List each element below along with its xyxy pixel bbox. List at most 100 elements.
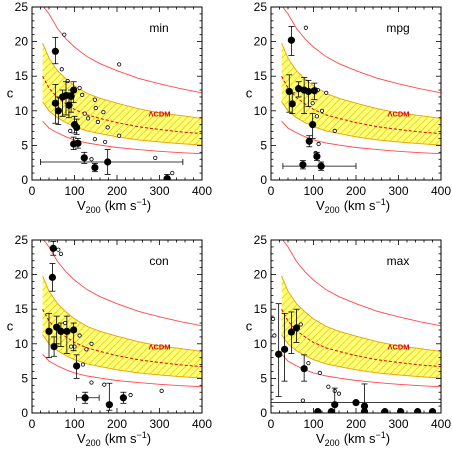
x-tick-label: 300 (149, 417, 169, 431)
x-axis-label-units: (km s (105, 198, 137, 213)
lcdm-median-line (281, 75, 441, 135)
open-data-point (324, 90, 329, 95)
x-axis-label-sub: 200 (325, 205, 340, 215)
lcdm-1sigma-upper-edge (42, 42, 202, 119)
x-axis-label: V200 (km s−1) (316, 430, 390, 447)
y-tick-label: 5 (21, 371, 28, 385)
open-data-point (336, 391, 342, 396)
y-tick-label: 10 (254, 337, 268, 351)
filled-data-point (310, 87, 318, 95)
open-data-point (93, 105, 98, 111)
y-tick-label: 15 (15, 69, 29, 83)
filled-data-point (287, 328, 295, 336)
filled-data-point (314, 408, 322, 413)
y-tick-label: 20 (15, 35, 29, 49)
plot-area (271, 240, 441, 413)
open-data-point (92, 97, 98, 102)
open-data-point (77, 85, 82, 91)
filled-data-point (313, 152, 321, 161)
y-tick-label: 10 (15, 337, 29, 351)
lcdm-1sigma-upper-edge (281, 42, 441, 119)
filled-data-point (288, 100, 296, 108)
filled-data-point (287, 36, 295, 44)
x-axis-label: V200 (km s−1) (316, 197, 390, 215)
y-axis-label: c (246, 319, 253, 334)
x-axis-label-close: ) (386, 431, 390, 446)
filled-data-point (292, 324, 301, 332)
open-data-point (326, 384, 331, 389)
x-axis-label-main: V (316, 431, 325, 446)
open-data-point (58, 251, 64, 256)
x-tick-label: 100 (303, 184, 323, 198)
filled-data-point (352, 399, 360, 407)
x-axis-label-sup: −1 (136, 197, 146, 207)
lcdm-median-line (281, 308, 441, 368)
filled-data-point (104, 158, 112, 166)
x-tick-label: 0 (268, 184, 275, 198)
filled-data-point (51, 47, 59, 55)
x-tick-label: 100 (64, 417, 84, 431)
x-tick-label: 200 (346, 184, 366, 198)
lcdm-1sigma-band (42, 276, 202, 379)
y-tick-label: 0 (21, 406, 28, 420)
open-data-point (303, 25, 308, 30)
x-axis-label-units: (km s (344, 198, 376, 213)
y-tick-label: 15 (15, 302, 29, 316)
x-axis-label-sub: 200 (86, 205, 101, 215)
filled-data-point (327, 408, 335, 413)
lcdm-1sigma-band (281, 43, 441, 146)
panel-label: mpg (386, 21, 409, 35)
x-axis-label-sub: 200 (325, 438, 340, 447)
open-data-point (159, 388, 164, 393)
x-axis-label-units: (km s (344, 431, 376, 446)
open-data-point (95, 119, 100, 124)
x-tick-label: 0 (29, 184, 36, 198)
filled-data-point (45, 327, 53, 335)
x-axis-label-sup: −1 (375, 197, 385, 207)
y-tick-label: 5 (260, 138, 267, 152)
filled-data-point (285, 87, 293, 96)
filled-data-point (81, 394, 89, 402)
y-tick-label: 25 (15, 0, 29, 14)
lcdm-1sigma-lower-edge (42, 101, 202, 146)
filled-data-point (305, 137, 313, 145)
filled-data-point (57, 327, 65, 335)
filled-data-point (54, 107, 62, 115)
x-axis-label: V200 (km s−1) (77, 430, 151, 447)
open-data-point (77, 333, 82, 338)
x-tick-label: 0 (29, 417, 36, 431)
lcdm-median-line (42, 308, 202, 368)
x-tick-label: 400 (431, 184, 451, 198)
open-data-point (80, 92, 85, 97)
plot-area (42, 240, 202, 411)
plot-area (40, 7, 202, 180)
open-data-point (170, 170, 175, 176)
filled-data-point (163, 175, 171, 180)
panel-label: con (149, 254, 168, 268)
filled-data-point (49, 244, 57, 252)
filled-data-point (304, 87, 312, 96)
x-tick-label: 200 (107, 417, 127, 431)
x-axis-label-close: ) (147, 198, 151, 213)
filled-data-point (299, 161, 307, 169)
open-data-point (68, 128, 73, 133)
open-data-point (105, 125, 110, 130)
y-tick-label: 0 (260, 406, 267, 420)
filled-data-point (300, 365, 308, 373)
open-data-point (332, 128, 337, 133)
filled-data-point (381, 408, 389, 413)
open-data-point (65, 78, 70, 84)
filled-data-point (331, 401, 339, 409)
x-tick-label: 200 (346, 417, 366, 431)
filled-data-point (73, 123, 81, 132)
filled-data-point (74, 139, 82, 147)
x-tick-label: 0 (268, 417, 275, 431)
lcdm-2sigma-upper-line (43, 7, 202, 94)
y-tick-label: 20 (254, 35, 268, 49)
filled-data-point (50, 342, 58, 351)
filled-data-point (63, 327, 71, 335)
x-tick-label: 200 (107, 184, 127, 198)
x-tick-label: 400 (431, 417, 451, 431)
